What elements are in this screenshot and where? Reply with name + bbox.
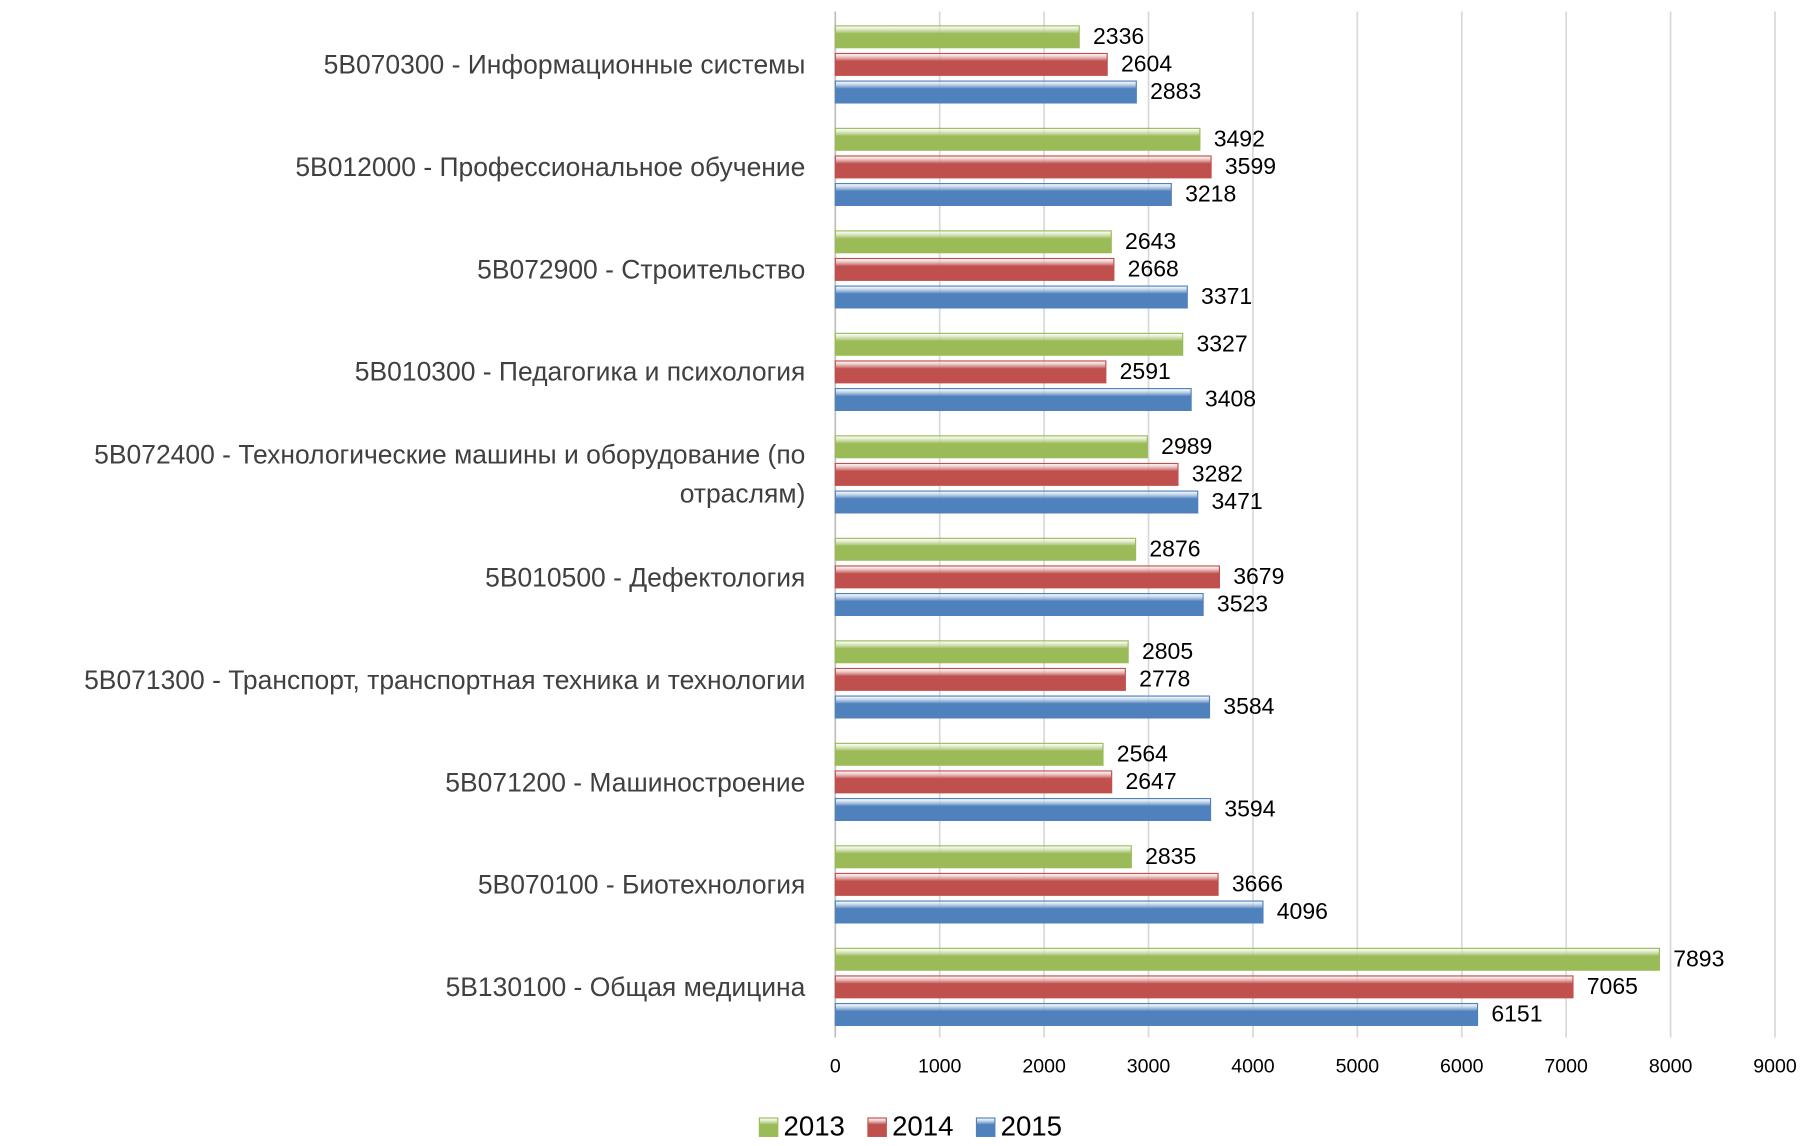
legend-swatch: [758, 1117, 779, 1137]
category-label-text: 5B010300 - Педагогика и психология: [354, 356, 806, 387]
category-label-text: 5B072900 - Строительство: [477, 254, 806, 285]
bar: [834, 695, 1211, 719]
legend-label: 2014: [892, 1111, 953, 1141]
value-label: 3371: [1201, 283, 1252, 309]
bar: [834, 565, 1220, 589]
value-label: 2668: [1128, 256, 1179, 282]
x-tick-label: 9000: [1753, 1056, 1797, 1078]
bar: [834, 592, 1204, 616]
x-tick-label: 1000: [918, 1056, 962, 1078]
category-label: 5B130100 - Общая медицина: [445, 971, 806, 1002]
value-label: 2591: [1120, 358, 1171, 384]
value-label: 7893: [1673, 945, 1724, 971]
bar: [834, 360, 1107, 384]
legend-swatch: [975, 1117, 996, 1137]
bar: [834, 640, 1129, 664]
bar: [834, 435, 1148, 459]
bar: [834, 462, 1179, 486]
legend-label: 2015: [1001, 1111, 1062, 1141]
value-label: 3492: [1214, 126, 1265, 152]
bar: [834, 332, 1184, 356]
value-label: 2647: [1125, 768, 1176, 794]
x-tick-label: 8000: [1649, 1056, 1693, 1078]
x-tick-label: 4000: [1231, 1056, 1275, 1078]
value-label: 2883: [1150, 78, 1201, 104]
value-label: 2564: [1117, 741, 1168, 767]
value-label: 2876: [1149, 536, 1200, 562]
bar: [834, 667, 1126, 691]
value-label: 2778: [1139, 666, 1190, 692]
bar: [834, 900, 1264, 924]
bar: [834, 1002, 1479, 1026]
category-label-text: 5B070100 - Биотехнология: [477, 869, 806, 900]
bar: [834, 388, 1192, 412]
bar: [834, 52, 1108, 76]
value-label: 3218: [1185, 181, 1236, 207]
value-label: 2989: [1161, 433, 1212, 459]
category-label: 5B010500 - Дефектология: [485, 561, 806, 592]
bar: [834, 127, 1201, 151]
bar: [834, 490, 1199, 514]
legend-swatch: [867, 1117, 887, 1137]
value-label: 2643: [1125, 228, 1176, 254]
category-label-text: 5B072400 - Технологические машины и обор…: [94, 439, 806, 509]
category-label-text: 5B071300 - Транспорт, транспортная техни…: [84, 664, 806, 695]
category-label: 5B010300 - Педагогика и психология: [354, 356, 806, 387]
value-label: 2805: [1142, 638, 1193, 664]
bar: [834, 80, 1137, 104]
value-label: 2835: [1145, 843, 1196, 869]
value-label: 6151: [1491, 1001, 1542, 1027]
bar: [834, 845, 1132, 869]
category-label: 5B012000 - Профессиональное обучение: [295, 151, 806, 182]
legend-label: 2013: [784, 1111, 845, 1141]
category-label: 5B071300 - Транспорт, транспортная техни…: [84, 664, 806, 695]
bar: [834, 947, 1660, 971]
category-label-text: 5B071200 - Машиностроение: [445, 766, 806, 797]
bar: [834, 257, 1115, 281]
x-tick-label: 0: [830, 1056, 841, 1078]
x-tick-label: 3000: [1127, 1056, 1171, 1078]
x-tick-label: 5000: [1336, 1056, 1380, 1078]
value-label: 3594: [1224, 796, 1275, 822]
x-tick-label: 2000: [1022, 1056, 1066, 1078]
value-label: 3599: [1225, 153, 1276, 179]
value-label: 3666: [1232, 871, 1283, 897]
bar: [834, 155, 1212, 179]
value-label: 2604: [1121, 51, 1172, 77]
category-label-text: 5B070300 - Информационные системы: [323, 49, 806, 80]
category-label-text: 5B012000 - Профессиональное обучение: [295, 151, 806, 182]
bar: [834, 25, 1080, 49]
bar: [834, 975, 1574, 999]
category-label-text: 5B130100 - Общая медицина: [445, 971, 806, 1002]
value-label: 7065: [1587, 973, 1638, 999]
category-label: 5B070300 - Информационные системы: [323, 49, 806, 80]
value-label: 3679: [1233, 563, 1284, 589]
category-label: 5B072400 - Технологические машины и обор…: [94, 439, 806, 509]
value-label: 3408: [1205, 386, 1256, 412]
x-tick-label: 7000: [1544, 1056, 1588, 1078]
category-label: 5B072900 - Строительство: [477, 254, 806, 285]
bar: [834, 872, 1219, 896]
value-label: 3471: [1212, 488, 1263, 514]
bar: [834, 742, 1104, 766]
value-label: 4096: [1277, 898, 1328, 924]
value-label: 3282: [1192, 461, 1243, 487]
bar: [834, 770, 1113, 794]
x-tick-label: 6000: [1440, 1056, 1484, 1078]
bar: [834, 797, 1212, 821]
value-label: 3327: [1196, 331, 1247, 357]
value-label: 3523: [1217, 591, 1268, 617]
category-label: 5B070100 - Биотехнология: [477, 869, 806, 900]
category-label: 5B071200 - Машиностроение: [445, 766, 806, 797]
value-label: 3584: [1223, 693, 1274, 719]
bar: [834, 230, 1112, 254]
bar: [834, 285, 1188, 309]
bar: [834, 537, 1137, 561]
bar: [834, 183, 1172, 207]
value-label: 2336: [1093, 23, 1144, 49]
category-label-text: 5B010500 - Дефектология: [485, 561, 806, 592]
